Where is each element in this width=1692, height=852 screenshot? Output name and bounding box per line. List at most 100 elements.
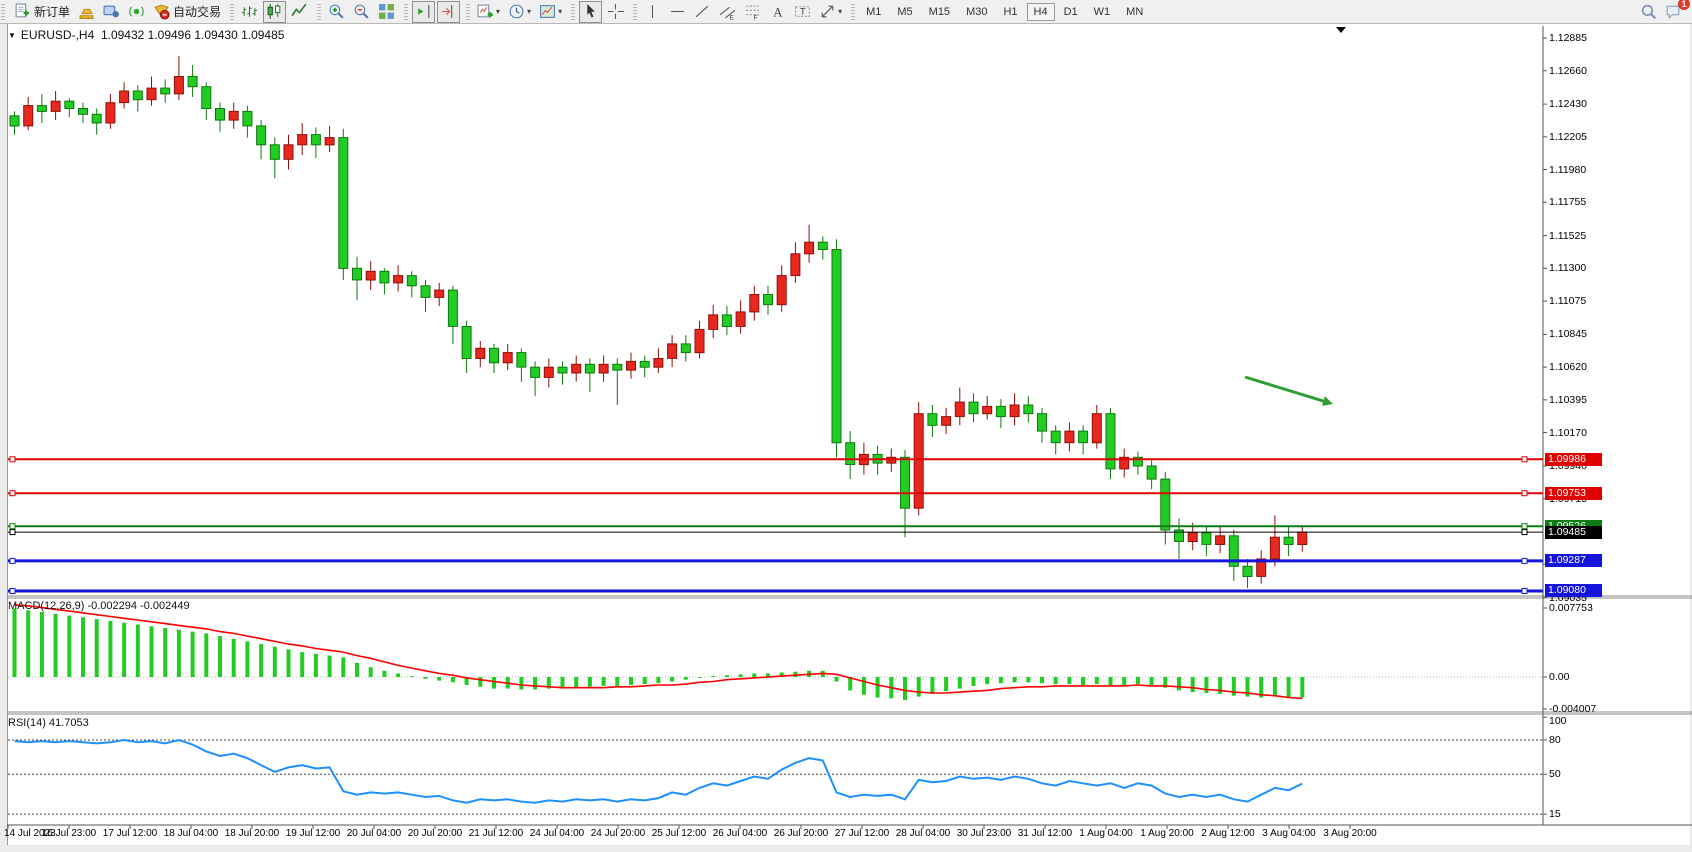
price-line-label[interactable]: 1.09485	[1545, 526, 1602, 539]
timeframe-w1-button[interactable]: W1	[1093, 5, 1111, 18]
price-axis-tick: 1.10620	[1549, 361, 1587, 373]
text-button[interactable]: A	[766, 1, 789, 23]
candle-body	[461, 326, 472, 359]
timeframe-mn-button[interactable]: MN	[1126, 5, 1144, 18]
candle-body	[1078, 430, 1089, 444]
chart-shift-button[interactable]	[437, 0, 461, 23]
trend-arrow[interactable]	[1244, 375, 1326, 404]
chart-menu-icon[interactable]: ▼	[8, 31, 16, 40]
new-order-button[interactable]: 新订单	[11, 1, 73, 23]
chevron-down-icon[interactable]: ▾	[558, 7, 563, 16]
candle-body	[1174, 529, 1184, 542]
timeframe-d1-button[interactable]: D1	[1063, 5, 1078, 18]
periods-button[interactable]: ▾	[505, 1, 534, 23]
auto-scroll-button[interactable]	[412, 0, 436, 23]
hline-handle[interactable]	[9, 490, 16, 497]
chevron-down-icon[interactable]: ▾	[838, 7, 843, 16]
time-axis-label: 17 Jul 12:00	[102, 828, 158, 839]
hline-handle[interactable]	[1521, 523, 1528, 530]
candle-body	[23, 105, 34, 127]
candle-body	[1160, 478, 1171, 531]
chart-canvas[interactable]	[0, 24, 1692, 852]
label-button[interactable]: T	[791, 1, 814, 23]
web-terminal-button[interactable]	[100, 1, 123, 23]
bar-chart-button[interactable]	[238, 1, 261, 23]
candle-body	[776, 275, 787, 306]
timeframe-m5-button[interactable]: M5	[897, 5, 913, 18]
bar-chart-icon	[241, 3, 258, 20]
hline-handle[interactable]	[9, 588, 16, 594]
crosshair-button[interactable]	[604, 1, 634, 23]
zoom-in-icon	[328, 3, 345, 20]
trendline-button[interactable]	[691, 1, 714, 23]
line-chart-button[interactable]	[288, 1, 311, 23]
vertical-line-button[interactable]	[641, 1, 664, 23]
macd-indicator-label: MACD(12,26,9) -0.002294 -0.002449	[8, 600, 190, 612]
timeframe-m15-button[interactable]: M15	[928, 5, 951, 18]
cursor-button[interactable]	[579, 0, 603, 23]
signals-button[interactable]	[125, 1, 148, 23]
hline-handle[interactable]	[9, 523, 16, 530]
hline-handle[interactable]	[9, 456, 16, 463]
timeframe-m30-button[interactable]: M30	[966, 5, 988, 18]
search-button[interactable]	[1637, 1, 1660, 23]
zoom-in-button[interactable]	[325, 1, 348, 23]
timeframe-m1-button[interactable]: M1	[866, 5, 882, 18]
hline-icon	[669, 3, 686, 20]
candle-body	[242, 110, 253, 127]
candle-body	[790, 253, 801, 277]
hline-handle[interactable]	[1521, 456, 1528, 463]
price-line-label[interactable]: 1.09080	[1545, 584, 1602, 597]
candle-body	[845, 442, 856, 466]
hline-handle[interactable]	[9, 557, 16, 564]
time-axis-label: 3 Aug 20:00	[1323, 828, 1377, 839]
notifications-button[interactable]: 1	[1662, 0, 1690, 23]
price-line-label[interactable]: 1.09753	[1545, 487, 1602, 500]
price-axis-tick: 1.11525	[1549, 230, 1587, 242]
timeframe-h4-button[interactable]: H4	[1026, 2, 1055, 21]
candlestick-chart-button[interactable]	[263, 0, 287, 23]
candle-body	[406, 275, 417, 287]
auto-trading-button[interactable]: 自动交易	[150, 1, 224, 23]
candle-body	[584, 363, 595, 374]
chart-shift-marker[interactable]	[1336, 27, 1346, 33]
hline-handle[interactable]	[9, 529, 16, 536]
chevron-down-icon[interactable]: ▾	[527, 7, 532, 16]
candle-body	[995, 405, 1006, 418]
horizontal-line-button[interactable]	[666, 1, 689, 23]
hline-handle[interactable]	[1521, 490, 1528, 497]
templates-button[interactable]: ▾	[536, 1, 565, 23]
channel-button[interactable]: E	[716, 1, 739, 23]
candle-body	[598, 363, 609, 374]
hline-handle[interactable]	[1521, 557, 1528, 564]
tile-windows-button[interactable]	[375, 1, 398, 23]
hline-handle[interactable]	[1521, 588, 1528, 594]
toolbar-grip	[230, 3, 235, 20]
new-order-button-label: 新订单	[34, 5, 71, 19]
candle-body	[543, 366, 554, 378]
signal-icon	[128, 3, 145, 20]
candle-body	[1009, 404, 1020, 418]
shapes-button[interactable]: ▾	[816, 1, 845, 23]
rsi-axis-label: 80	[1549, 734, 1561, 746]
time-axis-label: 1 Aug 20:00	[1140, 828, 1194, 839]
indicators-button[interactable]: ▾	[474, 1, 503, 23]
hline-handle[interactable]	[1521, 529, 1528, 536]
timeframe-h1-button[interactable]: H1	[1003, 5, 1018, 18]
candle-body	[1215, 535, 1226, 545]
time-axis-label: 26 Jul 20:00	[773, 828, 829, 839]
candle-body	[1050, 430, 1061, 444]
price-axis-tick: 1.12205	[1549, 131, 1587, 143]
new-order-icon	[14, 3, 31, 20]
candle-body	[1146, 465, 1157, 480]
line-chart-icon	[291, 3, 308, 20]
price-line-label[interactable]: 1.09287	[1545, 554, 1602, 567]
deposit-button[interactable]	[75, 1, 98, 23]
chevron-down-icon[interactable]: ▾	[496, 7, 501, 16]
price-line-label[interactable]: 1.09986	[1545, 453, 1602, 466]
chart-title: ▼ EURUSD-,H4 1.09432 1.09496 1.09430 1.09…	[8, 28, 284, 42]
fibonacci-button[interactable]: F	[741, 1, 764, 23]
candle-body	[626, 360, 636, 371]
zoom-out-button[interactable]	[350, 1, 373, 23]
rsi-axis-label: 15	[1549, 808, 1561, 820]
